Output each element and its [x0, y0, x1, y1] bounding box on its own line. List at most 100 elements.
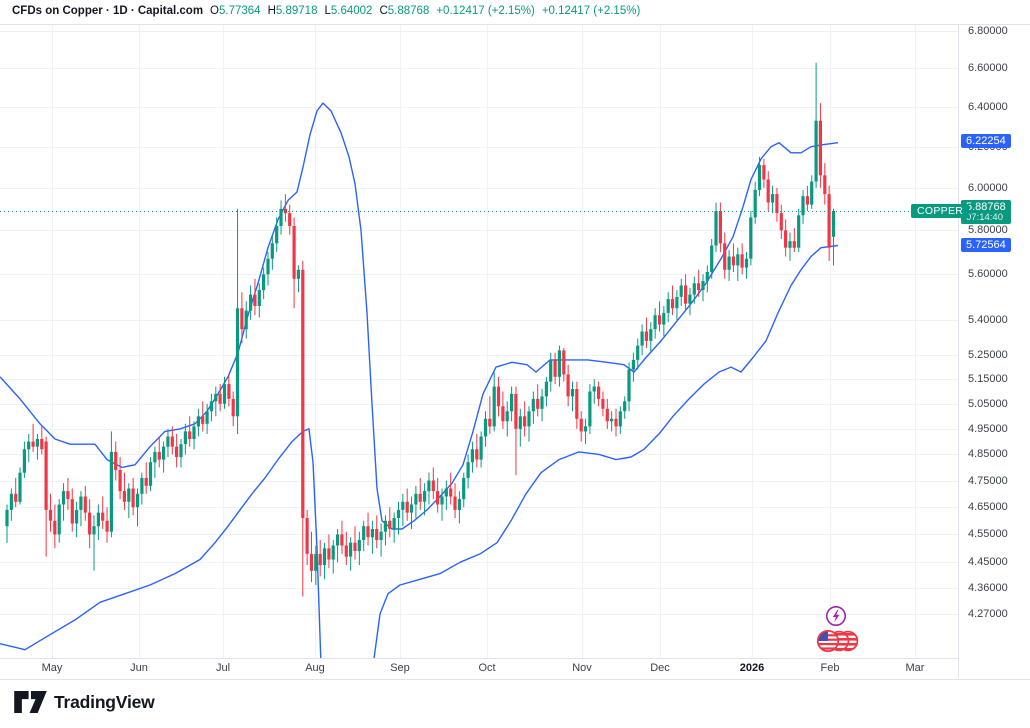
candle-body	[188, 431, 192, 439]
candle-body	[209, 401, 213, 412]
candle-body	[409, 504, 414, 513]
candle-body	[205, 411, 209, 424]
price-tick-label: 6.40000	[968, 100, 1008, 113]
candle-body	[96, 512, 100, 527]
candle-body	[757, 165, 762, 190]
time-tick-label: Nov	[572, 662, 592, 674]
candle-body	[514, 393, 518, 429]
candle-body	[431, 480, 435, 492]
price-tick-label: 6.60000	[968, 62, 1008, 75]
candle-body	[470, 449, 474, 463]
candle-body	[314, 553, 318, 571]
bollinger-lower-line	[0, 244, 839, 658]
bollinger-upper-line	[0, 102, 839, 530]
price-chart-canvas[interactable]	[0, 0, 958, 658]
candle-body	[531, 398, 535, 412]
candle-body	[579, 418, 583, 432]
candle-body	[9, 493, 13, 510]
candle-body	[231, 398, 235, 417]
candle-body	[631, 359, 635, 370]
candle-body	[105, 520, 109, 532]
candle-body	[48, 509, 53, 521]
candle-body	[827, 194, 831, 248]
candle-body	[670, 299, 675, 309]
candle-body	[453, 496, 457, 510]
symbol-legend[interactable]: CFDs on Copper · 1D · Capital.com O5.773…	[12, 5, 640, 17]
candle-body	[340, 534, 344, 546]
candle-body	[570, 389, 575, 397]
candle-body	[727, 256, 731, 270]
price-tick-label: 5.05000	[968, 397, 1008, 410]
price-tick-label: 4.65000	[968, 501, 1008, 514]
price-tick-label: 4.55000	[968, 528, 1008, 541]
candle-body	[70, 499, 74, 524]
change-value: +0.12417 (+2.15%)	[436, 5, 535, 17]
candle-body	[501, 406, 505, 422]
price-tick-label: 4.85000	[968, 448, 1008, 461]
candle-body	[684, 285, 688, 304]
tradingview-logo[interactable]: TradingView	[14, 691, 155, 714]
price-axis[interactable]: USD 6.800006.600006.400006.200006.000005…	[958, 0, 1030, 678]
candle-body	[496, 386, 501, 407]
candle-body	[131, 488, 135, 508]
price-tick-label: 6.00000	[968, 181, 1008, 194]
candle-body	[183, 431, 187, 445]
candle-body	[240, 308, 244, 330]
candle-body	[714, 211, 718, 246]
candle-body	[379, 531, 383, 540]
time-tick-label: Feb	[820, 662, 840, 674]
candle-body	[731, 256, 735, 266]
candle-body	[118, 470, 122, 492]
candle-body	[153, 451, 157, 463]
candle-body	[79, 496, 83, 510]
candle-body	[288, 213, 292, 226]
candle-body	[618, 411, 622, 427]
candle-body	[557, 350, 561, 377]
candle-body	[262, 274, 266, 291]
lightning-event-icon[interactable]	[825, 605, 847, 632]
candle-body	[405, 501, 409, 513]
candle-body	[623, 401, 627, 412]
candle-body	[162, 446, 166, 460]
candle-body	[35, 439, 39, 447]
economic-event-flags-icon[interactable]	[815, 627, 859, 660]
candle-body	[440, 496, 444, 505]
time-tick-label: Aug	[305, 662, 325, 674]
open-value: O5.77364	[210, 5, 261, 17]
candle-body	[222, 384, 227, 404]
candle-body	[462, 477, 466, 500]
time-tick-label: Jun	[130, 662, 148, 674]
tradingview-logo-text: TradingView	[54, 692, 155, 712]
candle-body	[492, 386, 496, 427]
candle-body	[301, 269, 305, 518]
candle-body	[466, 462, 470, 478]
candle-body	[444, 488, 448, 497]
candle-body	[388, 520, 392, 529]
candle-body	[249, 294, 253, 311]
candle-body	[679, 285, 683, 297]
candle-body	[14, 493, 18, 502]
candle-body	[18, 472, 22, 502]
candle-body	[523, 416, 527, 427]
candle-body	[375, 529, 379, 540]
chart-header: CFDs on Copper · 1D · Capital.com O5.773…	[0, 0, 1030, 25]
candle-body	[705, 272, 709, 281]
time-axis[interactable]: May Jun Jul Aug Sep Oct Nov Dec 2026 Feb Mar	[0, 658, 1030, 680]
time-tick-label: 2026	[739, 662, 765, 674]
chart-footer: TradingView	[0, 679, 1030, 728]
time-tick-label: Mar	[905, 662, 925, 674]
time-tick-label: Oct	[478, 662, 496, 674]
candle-body	[744, 258, 749, 268]
candle-body	[322, 548, 327, 566]
candle-body	[336, 534, 340, 546]
candle-body	[166, 436, 170, 447]
candle-body	[75, 509, 79, 524]
high-value: H5.89718	[267, 5, 318, 17]
candle-body	[427, 480, 431, 492]
price-tick-label: 5.15000	[968, 373, 1008, 386]
candle-body	[44, 441, 48, 510]
candle-body	[266, 258, 270, 275]
bar-countdown: 07:14:40	[966, 211, 1003, 223]
candle-body	[597, 386, 601, 399]
candle-body	[344, 545, 348, 557]
